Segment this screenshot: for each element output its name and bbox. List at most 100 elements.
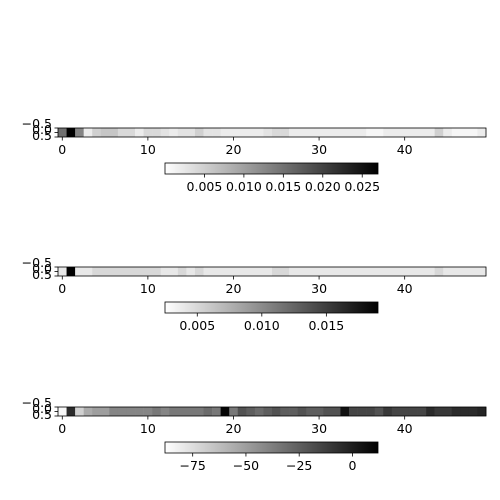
heatmap-cell [434, 407, 444, 416]
heatmap-cell [66, 407, 76, 416]
heatmap-cell [408, 407, 418, 416]
heatmap-cell [237, 407, 247, 416]
heatmap-cell [460, 407, 470, 416]
heatmap-cell [426, 128, 435, 137]
heatmap-cell [66, 128, 76, 137]
heatmap-cell [75, 267, 84, 276]
colorbar-tick-label: 0.005 [179, 318, 215, 333]
heatmap-cell [357, 267, 367, 276]
heatmap-cell [460, 128, 470, 137]
colorbar-tick-label: 0.025 [344, 179, 380, 194]
colorbar-tick-label: 0.010 [244, 318, 280, 333]
heatmap-cell [100, 407, 110, 416]
y-tick-label: 0.5 [32, 128, 52, 143]
heatmap-cell [117, 128, 127, 137]
heatmap-cell [246, 128, 256, 137]
heatmap-cell [160, 267, 170, 276]
heatmap-cell [383, 267, 393, 276]
x-tick-label: 40 [397, 142, 413, 157]
heatmap-cell [246, 267, 256, 276]
heatmap-cell [374, 407, 384, 416]
x-tick-label: 10 [140, 142, 156, 157]
heatmap-cell [477, 128, 487, 137]
x-tick-label: 40 [397, 421, 413, 436]
colorbar-tick-label: 0.010 [226, 179, 262, 194]
colorbar-tick-label: 0.015 [308, 318, 344, 333]
heatmap-cell [194, 267, 204, 276]
colorbar-tick-label: −50 [233, 458, 259, 473]
x-tick-label: 20 [226, 281, 242, 296]
heatmap-cell [83, 267, 93, 276]
heatmap-cell [323, 128, 333, 137]
heatmap-cell [177, 407, 187, 416]
heatmap-cell [477, 267, 487, 276]
y-tick-label: 0.5 [32, 267, 52, 282]
heatmap-cell [374, 128, 384, 137]
heatmap-cell [126, 407, 136, 416]
heatmap-cell [169, 267, 179, 276]
heatmap-cell [117, 267, 127, 276]
heatmap-cell [323, 407, 333, 416]
heatmap-cell [417, 267, 427, 276]
colorbar-tick-label: 0.005 [187, 179, 223, 194]
heatmap-cell [263, 407, 273, 416]
heatmap-cell [143, 407, 153, 416]
heatmap-cell [263, 267, 273, 276]
heatmap-cell [366, 267, 376, 276]
heatmap-cell [254, 267, 264, 276]
heatmap-cell [177, 267, 187, 276]
heatmap-cell [169, 407, 179, 416]
heatmap-cell [340, 128, 350, 137]
heatmap-cell [289, 128, 298, 137]
heatmap-cell [340, 407, 350, 416]
colorbar [164, 301, 379, 314]
colorbar-tick-label: 0.020 [305, 179, 341, 194]
heatmap-cell [100, 128, 110, 137]
heatmap-cell [117, 407, 127, 416]
colorbar-tick-label: −25 [286, 458, 312, 473]
y-tick-label: 0.5 [32, 407, 52, 422]
heatmap-cell [143, 128, 153, 137]
heatmap-cell [109, 407, 119, 416]
x-tick-label: 10 [140, 421, 156, 436]
heatmap-cell [135, 267, 144, 276]
heatmap-cell [349, 407, 358, 416]
y-tick-label: −0.5 [22, 395, 52, 410]
heatmap-cell [83, 407, 93, 416]
heatmap-cell [152, 267, 162, 276]
heatmap-cell [66, 267, 76, 276]
heatmap-cell [434, 267, 444, 276]
heatmap-cell [186, 407, 196, 416]
x-tick-label: 30 [311, 421, 327, 436]
x-tick-label: 30 [311, 281, 327, 296]
heatmap-cell [143, 267, 153, 276]
heatmap-cell [135, 407, 144, 416]
heatmap-cell [443, 267, 453, 276]
heatmap-cell [160, 128, 170, 137]
heatmap-cell [177, 128, 187, 137]
heatmap-cell [451, 407, 461, 416]
heatmap-cell [58, 267, 67, 276]
heatmap-cell [297, 407, 307, 416]
heatmap-cell [272, 267, 281, 276]
heatmap-cell [391, 128, 401, 137]
heatmap-cell [331, 267, 341, 276]
heatmap-cell [237, 128, 247, 137]
heatmap-cell [383, 407, 393, 416]
heatmap-cell [109, 128, 119, 137]
heatmap-cell [323, 267, 333, 276]
heatmap-cell [212, 407, 221, 416]
heatmap-cell [272, 128, 281, 137]
heatmap-cell [349, 267, 358, 276]
heatmap-cell [169, 128, 179, 137]
colorbar-tick-label: −75 [179, 458, 205, 473]
heatmap-cell [408, 128, 418, 137]
y-tick-label: 0.0 [32, 401, 52, 416]
heatmap-cell [254, 407, 264, 416]
heatmap-cell [297, 267, 307, 276]
heatmap-cell [220, 128, 230, 137]
heatmap-cell [357, 407, 367, 416]
heatmap-cell [229, 128, 239, 137]
colorbar-tick-label: 0 [348, 458, 356, 473]
heatmap-cell [126, 128, 136, 137]
